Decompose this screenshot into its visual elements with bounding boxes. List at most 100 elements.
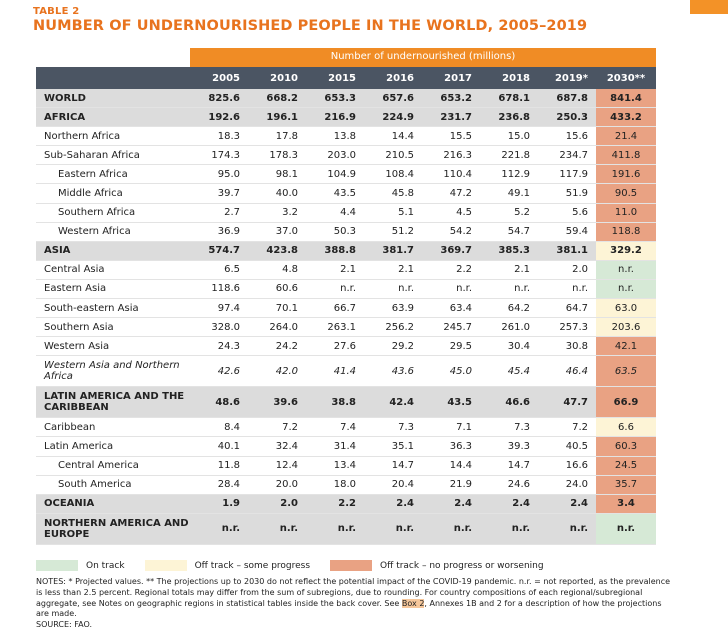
value-cell: 250.3 bbox=[556, 111, 588, 123]
column-header: 2019* bbox=[554, 72, 588, 84]
value-cell: 45.4 bbox=[507, 365, 530, 377]
projection-cell: 24.5 bbox=[596, 456, 656, 475]
projection-cell: 60.3 bbox=[596, 437, 656, 456]
value-cell: 49.1 bbox=[507, 188, 530, 200]
value-cell: 192.6 bbox=[208, 111, 240, 123]
value-cell: 210.5 bbox=[385, 149, 414, 161]
value-cell: 29.5 bbox=[449, 340, 472, 352]
value-cell: 95.0 bbox=[217, 168, 240, 180]
legend-item: Off track – some progress bbox=[144, 560, 310, 571]
value-cell: 257.3 bbox=[559, 321, 588, 333]
value-cell: 2.4 bbox=[512, 498, 530, 510]
value-cell: 2.1 bbox=[398, 264, 414, 276]
value-cell: 678.1 bbox=[498, 92, 530, 104]
value-cell: 388.8 bbox=[324, 245, 356, 257]
table-body: WORLD 825.6 668.2 653.3 657.6 653.2 678.1 687.8… bbox=[36, 89, 656, 545]
row-label: Northern Africa bbox=[44, 130, 121, 142]
value-cell: 687.8 bbox=[556, 92, 588, 104]
value-cell: 98.1 bbox=[275, 168, 298, 180]
value-cell: 7.4 bbox=[340, 421, 356, 433]
value-cell: 41.4 bbox=[333, 365, 356, 377]
table-row: Western Asia and Northern Africa 42.6 42.0… bbox=[36, 356, 656, 388]
value-cell: 21.9 bbox=[449, 479, 472, 491]
column-header: 2010 bbox=[270, 72, 298, 84]
table-row: Central Asia 6.5 4.8 2.1 2.1 2.2 2.1 2.0 n.r. bbox=[36, 260, 656, 280]
value-cell: 221.8 bbox=[501, 149, 530, 161]
value-cell: 2.1 bbox=[340, 264, 356, 276]
value-cell: 14.7 bbox=[391, 460, 414, 472]
value-cell: 216.3 bbox=[443, 149, 472, 161]
value-cell: 45.0 bbox=[449, 365, 472, 377]
value-cell: 224.9 bbox=[382, 111, 414, 123]
value-cell: 24.0 bbox=[565, 479, 588, 491]
table-row: South-eastern Asia 97.4 70.1 66.7 63.9 63.4 64… bbox=[36, 299, 656, 319]
value-cell: 42.4 bbox=[389, 396, 414, 408]
value-cell: 40.5 bbox=[565, 440, 588, 452]
value-cell: n.r. bbox=[337, 523, 356, 535]
value-cell: 668.2 bbox=[266, 92, 298, 104]
row-label: Eastern Africa bbox=[58, 168, 128, 180]
table-row: Western Africa 36.9 37.0 50.3 51.2 54.2 54.7 59… bbox=[36, 222, 656, 242]
notes-text-cont: , Annexes 1B and 2 for a description of … bbox=[36, 598, 662, 619]
value-cell: 1.9 bbox=[222, 498, 240, 510]
value-cell: 30.8 bbox=[565, 340, 588, 352]
table-row: Sub-Saharan Africa 174.3 178.3 203.0 210.5 21… bbox=[36, 146, 656, 166]
table-row: Northern Africa 18.3 17.8 13.8 14.4 15.5 15.0 1… bbox=[36, 127, 656, 147]
projection-cell: 411.8 bbox=[596, 146, 656, 165]
value-cell: 14.4 bbox=[449, 460, 472, 472]
value-cell: 45.8 bbox=[391, 188, 414, 200]
notes: NOTES: * Projected values. ** The projec… bbox=[36, 577, 676, 631]
value-cell: 16.6 bbox=[565, 460, 588, 472]
value-cell: n.r. bbox=[569, 523, 588, 535]
table-row: Central America 11.8 12.4 13.4 14.7 14.4 14.7 1… bbox=[36, 456, 656, 476]
value-cell: 13.8 bbox=[333, 130, 356, 142]
value-cell: 38.8 bbox=[331, 396, 356, 408]
value-cell: 4.5 bbox=[456, 207, 472, 219]
legend-swatch bbox=[330, 560, 373, 571]
value-cell: 256.2 bbox=[385, 321, 414, 333]
projection-cell: 191.6 bbox=[596, 165, 656, 184]
value-cell: 104.9 bbox=[327, 168, 356, 180]
column-header: 2015 bbox=[328, 72, 356, 84]
value-cell: 2.0 bbox=[572, 264, 588, 276]
value-cell: 117.9 bbox=[559, 168, 588, 180]
projection-cell: 42.1 bbox=[596, 337, 656, 356]
value-cell: 653.3 bbox=[324, 92, 356, 104]
value-cell: 48.6 bbox=[215, 396, 240, 408]
table-row: Eastern Africa 95.0 98.1 104.9 108.4 110.4 112… bbox=[36, 165, 656, 185]
value-cell: 39.3 bbox=[507, 440, 530, 452]
value-cell: 6.5 bbox=[224, 264, 240, 276]
row-label: Southern Asia bbox=[44, 321, 114, 333]
value-cell: 4.4 bbox=[340, 207, 356, 219]
value-cell: 20.4 bbox=[391, 479, 414, 491]
value-cell: 108.4 bbox=[385, 168, 414, 180]
value-cell: 59.4 bbox=[565, 226, 588, 238]
value-cell: 47.2 bbox=[449, 188, 472, 200]
value-cell: 369.7 bbox=[440, 245, 472, 257]
value-cell: 381.7 bbox=[382, 245, 414, 257]
projection-cell: 21.4 bbox=[596, 127, 656, 146]
projection-cell: n.r. bbox=[596, 279, 656, 299]
value-cell: 18.3 bbox=[217, 130, 240, 142]
row-label: Sub-Saharan Africa bbox=[44, 149, 140, 161]
legend: On track Off track – some progress Off tra… bbox=[36, 560, 564, 571]
legend-label: Off track – no progress or worsening bbox=[380, 560, 544, 571]
value-cell: 43.5 bbox=[333, 188, 356, 200]
box2-link[interactable]: Box 2 bbox=[401, 598, 425, 608]
legend-swatch bbox=[144, 560, 187, 571]
value-cell: 2.2 bbox=[338, 498, 356, 510]
value-cell: 39.7 bbox=[217, 188, 240, 200]
value-cell: 70.1 bbox=[275, 302, 298, 314]
projection-cell: 63.0 bbox=[596, 299, 656, 318]
projection-cell: 203.6 bbox=[596, 318, 656, 337]
value-cell: 7.3 bbox=[398, 421, 414, 433]
value-cell: 2.0 bbox=[280, 498, 298, 510]
table-row: LATIN AMERICA AND THE CARIBBEAN 48.6 39.6 3… bbox=[36, 387, 656, 419]
row-label: Central America bbox=[58, 460, 139, 472]
value-cell: 8.4 bbox=[224, 421, 240, 433]
value-cell: 63.4 bbox=[449, 302, 472, 314]
value-cell: n.r. bbox=[340, 283, 356, 295]
table-label: TABLE 2 bbox=[33, 6, 80, 17]
value-cell: 423.8 bbox=[266, 245, 298, 257]
value-cell: 7.2 bbox=[282, 421, 298, 433]
